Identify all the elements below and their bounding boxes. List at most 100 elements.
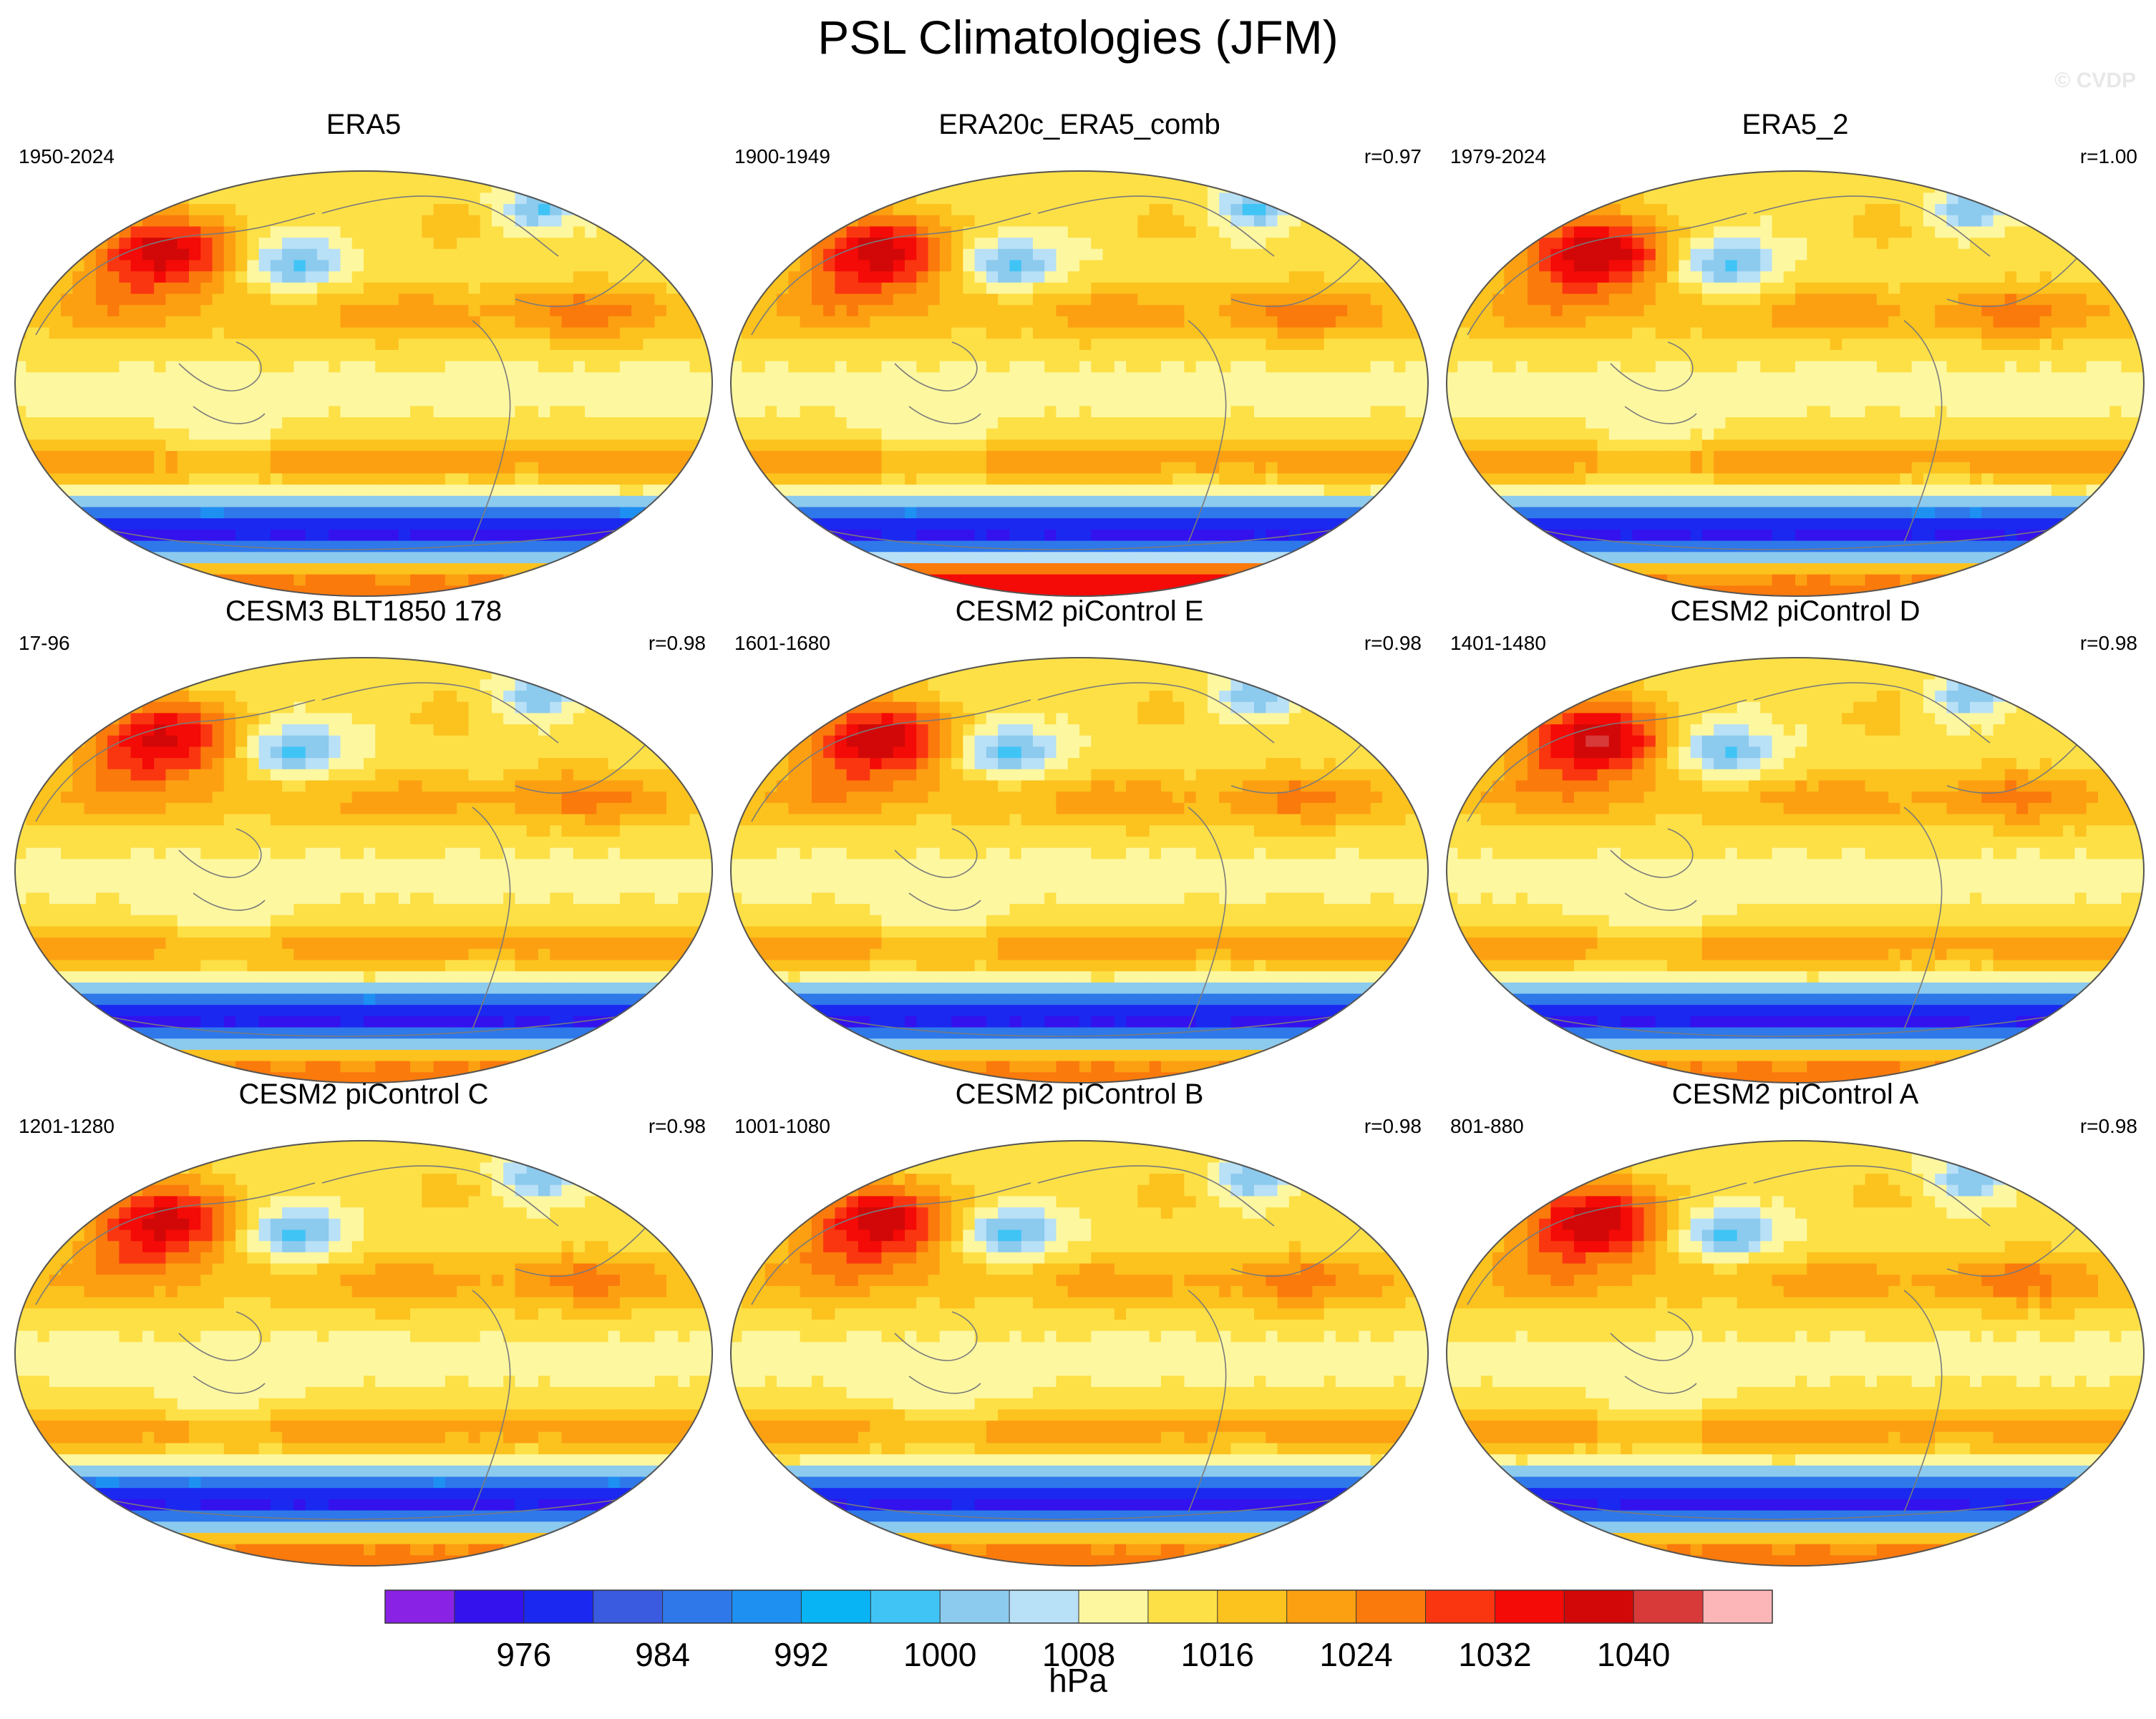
field-cell (422, 473, 434, 485)
field-cell (14, 215, 26, 228)
field-cell (515, 170, 528, 182)
field-cell (398, 518, 411, 530)
field-cell (963, 540, 976, 552)
field-cell (777, 204, 789, 216)
field-cell (154, 563, 167, 575)
field-cell (1056, 238, 1069, 250)
field-cell (433, 248, 446, 261)
field-cell (596, 238, 609, 250)
field-cell (422, 552, 434, 564)
field-cell (119, 305, 132, 317)
field-cell (387, 495, 399, 508)
field-cell (515, 428, 528, 441)
field-cell (1993, 181, 2006, 193)
field-cell (1911, 215, 1924, 228)
field-cell (305, 529, 318, 542)
field-cell (1230, 238, 1243, 250)
field-cell (631, 552, 644, 564)
field-cell (26, 271, 39, 283)
field-cell (1405, 204, 1418, 216)
field-cell (596, 193, 609, 205)
field-cell (788, 316, 801, 328)
field-cell (49, 305, 62, 317)
field-cell (107, 563, 120, 575)
field-cell (119, 193, 132, 205)
field-cell (1254, 428, 1266, 441)
field-cell (84, 439, 97, 452)
field-cell (963, 238, 976, 250)
field-cell (730, 574, 742, 586)
field-cell (200, 305, 213, 317)
field-cell (1760, 226, 1773, 238)
field-cell (689, 563, 702, 575)
field-cell (1067, 563, 1080, 575)
field-cell (503, 271, 516, 283)
field-cell (1172, 271, 1185, 283)
field-cell (1573, 170, 1586, 182)
field-cell (811, 305, 824, 317)
field-cell (1184, 451, 1197, 463)
field-cell (742, 563, 754, 575)
field-cell (823, 181, 835, 193)
field-cell (433, 204, 446, 216)
field-cell (893, 293, 905, 306)
field-cell (596, 372, 609, 384)
field-cell (1853, 181, 1866, 193)
field-cell (701, 248, 713, 261)
field-cell (1102, 473, 1115, 485)
field-cell (538, 226, 550, 238)
field-cell (666, 428, 679, 441)
field-cell (561, 293, 574, 306)
field-cell (1621, 170, 1633, 182)
field-cell (1359, 552, 1371, 564)
field-cell (1044, 361, 1057, 373)
field-cell (1923, 204, 1936, 216)
field-cell (1056, 204, 1069, 216)
field-cell (1277, 495, 1290, 508)
field-cell (1359, 327, 1371, 339)
field-cell (26, 238, 39, 250)
field-cell (1160, 260, 1173, 272)
field-cell (678, 529, 691, 542)
field-cell (189, 305, 201, 317)
field-cell (515, 248, 528, 261)
field-cell (1184, 215, 1197, 228)
field-cell (1469, 226, 1482, 238)
field-cell (1394, 417, 1407, 429)
field-cell (316, 226, 329, 238)
field-cell (666, 248, 679, 261)
field-cell (1032, 529, 1045, 542)
field-cell (870, 316, 883, 328)
field-cell (177, 394, 190, 406)
field-cell (154, 305, 167, 317)
field-cell (800, 170, 812, 182)
field-cell (846, 226, 859, 238)
field-cell (37, 248, 50, 261)
field-cell (928, 484, 941, 497)
field-cell (1492, 181, 1505, 193)
field-cell (1184, 439, 1197, 452)
field-cell (503, 394, 516, 406)
field-cell (154, 349, 167, 362)
field-cell (881, 529, 894, 542)
field-cell (375, 552, 388, 564)
field-cell (445, 271, 457, 283)
field-cell (1382, 518, 1394, 530)
field-cell (550, 327, 563, 339)
field-cell (468, 417, 481, 429)
field-cell (1394, 361, 1407, 373)
field-cell (1114, 361, 1127, 373)
field-cell (468, 238, 481, 250)
field-cell (777, 282, 789, 295)
field-cell (61, 417, 73, 429)
field-cell (643, 417, 656, 429)
field-cell (422, 406, 434, 418)
field-cell (445, 327, 457, 339)
field-cell (223, 439, 236, 452)
field-cell (1405, 473, 1418, 485)
field-cell (142, 428, 155, 441)
field-cell (974, 271, 987, 283)
field-cell (1370, 451, 1383, 463)
field-cell (247, 372, 260, 384)
field-cell (1067, 316, 1080, 328)
